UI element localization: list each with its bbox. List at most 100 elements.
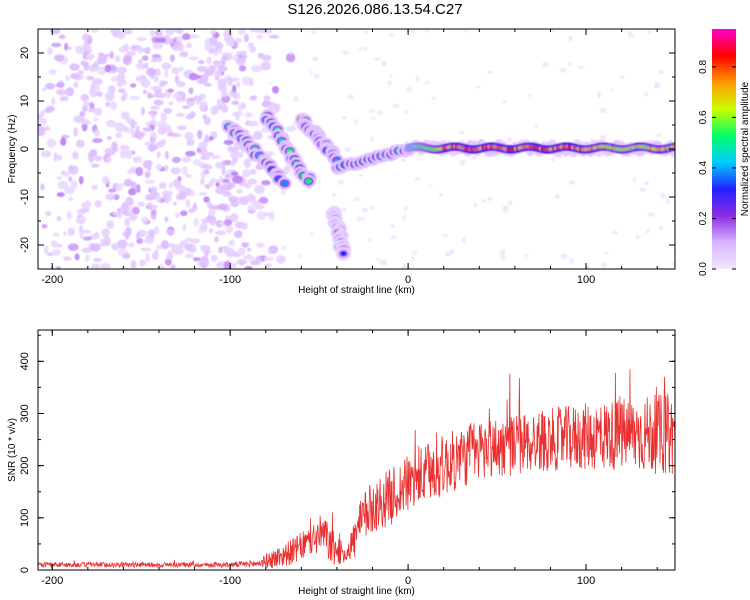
noise-blob xyxy=(177,175,182,182)
noise-blob xyxy=(230,200,240,207)
noise-blob xyxy=(253,184,265,195)
x-tick-label: -100 xyxy=(219,575,241,587)
noise-blob xyxy=(528,93,532,98)
noise-blob xyxy=(41,87,47,92)
noise-blob xyxy=(232,175,244,184)
noise-blob xyxy=(461,237,466,244)
noise-blob xyxy=(248,120,259,127)
noise-blob xyxy=(133,156,138,163)
noise-blob xyxy=(289,171,294,177)
noise-blob xyxy=(222,191,232,197)
noise-blob xyxy=(165,259,172,266)
noise-blob xyxy=(105,119,116,128)
noise-blob xyxy=(471,156,477,160)
noise-blob xyxy=(135,63,145,67)
noise-blob xyxy=(390,224,395,229)
colorbar-tick-label: 0.4 xyxy=(698,161,709,175)
noise-blob xyxy=(260,61,271,71)
noise-blob xyxy=(150,209,157,216)
noise-blob xyxy=(406,86,413,92)
noise-blob xyxy=(83,236,93,241)
noise-blob xyxy=(161,62,172,70)
noise-blob xyxy=(268,34,280,39)
noise-blob xyxy=(428,184,433,188)
noise-blob xyxy=(216,98,222,108)
noise-blob xyxy=(380,259,388,266)
noise-blob xyxy=(182,223,187,232)
noise-blob xyxy=(184,131,194,141)
noise-blob xyxy=(150,85,161,91)
noise-blob xyxy=(207,201,212,210)
noise-blob xyxy=(188,73,199,81)
noise-blob xyxy=(73,81,79,88)
noise-blob xyxy=(524,253,529,258)
noise-blob xyxy=(140,106,145,116)
noise-blob xyxy=(88,89,94,95)
noise-blob xyxy=(137,201,145,207)
noise-blob xyxy=(80,93,90,102)
noise-blob xyxy=(112,211,123,216)
noise-blob xyxy=(147,144,158,151)
noise-blob xyxy=(604,251,609,256)
noise-blob xyxy=(280,190,287,196)
noise-blob xyxy=(40,126,51,131)
noise-blob xyxy=(135,231,141,240)
noise-blob xyxy=(410,29,416,33)
noise-blob xyxy=(70,179,78,189)
noise-blob xyxy=(40,183,45,191)
noise-blob xyxy=(620,75,625,80)
noise-blob xyxy=(128,121,138,126)
noise-blob xyxy=(159,80,166,88)
y-tick-label: 0 xyxy=(19,146,31,152)
noise-blob xyxy=(232,262,237,268)
noise-blob xyxy=(342,50,350,55)
noise-blob xyxy=(122,253,130,259)
noise-blob xyxy=(106,135,113,141)
noise-blob xyxy=(215,230,226,236)
noise-blob xyxy=(55,82,65,88)
noise-blob xyxy=(438,193,443,197)
noise-blob xyxy=(66,210,72,220)
noise-blob xyxy=(109,101,118,111)
noise-blob xyxy=(551,156,555,163)
noise-blob xyxy=(664,199,671,204)
noise-blob xyxy=(285,126,297,132)
noise-blob xyxy=(373,57,381,61)
noise-blob xyxy=(414,177,421,181)
noise-blob xyxy=(185,150,196,157)
noise-blob xyxy=(174,75,180,84)
noise-blob xyxy=(244,266,253,269)
noise-blob xyxy=(601,262,607,268)
noise-blob xyxy=(213,236,219,243)
noise-blob xyxy=(205,151,214,157)
noise-blob xyxy=(188,56,199,61)
noise-blob xyxy=(347,94,355,100)
noise-blob xyxy=(175,185,187,190)
noise-blob xyxy=(184,253,194,259)
noise-blob xyxy=(164,29,175,36)
noise-blob xyxy=(145,252,150,263)
noise-blob xyxy=(176,112,185,118)
noise-blob xyxy=(309,70,313,76)
noise-blob xyxy=(237,247,246,256)
noise-blob xyxy=(78,175,84,185)
noise-blob xyxy=(114,122,126,132)
noise-blob xyxy=(136,184,141,194)
noise-blob xyxy=(136,36,147,42)
spectrogram-blobs xyxy=(38,29,675,269)
noise-blob xyxy=(50,42,62,48)
noise-blob xyxy=(172,44,183,52)
noise-blob xyxy=(107,156,112,163)
noise-blob xyxy=(67,227,75,236)
noise-blob xyxy=(181,166,188,176)
x-axis-label: Height of straight line (km) xyxy=(298,285,415,296)
noise-blob xyxy=(482,199,487,203)
noise-blob xyxy=(176,125,187,131)
noise-blob xyxy=(354,118,358,125)
noise-blob xyxy=(138,58,143,64)
noise-blob xyxy=(43,245,49,255)
noise-blob xyxy=(130,83,137,88)
noise-blob xyxy=(166,253,174,260)
noise-blob xyxy=(167,243,175,248)
